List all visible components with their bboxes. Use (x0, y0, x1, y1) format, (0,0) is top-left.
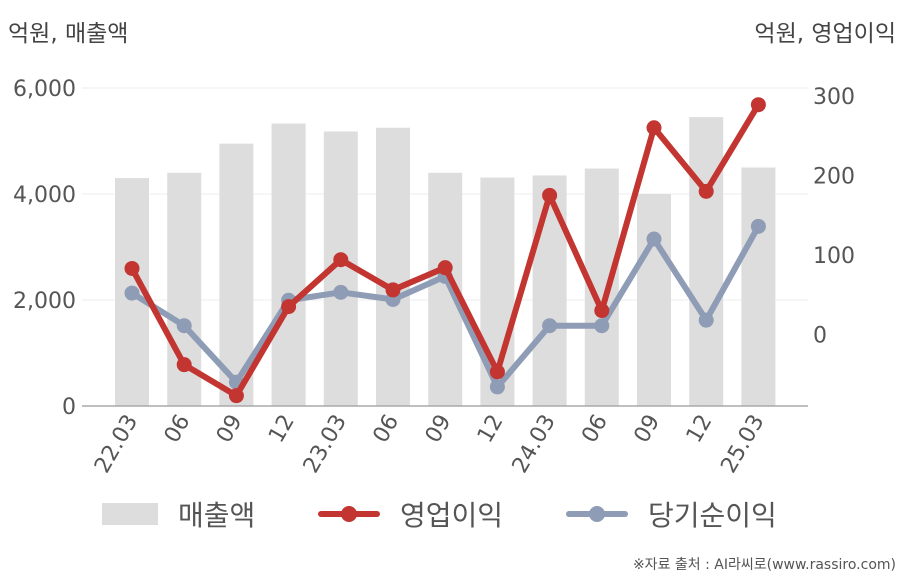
right-tick-label: 0 (813, 323, 827, 348)
legend-label-operating-profit: 영업이익 (400, 499, 504, 532)
left-tick-label: 2,000 (13, 289, 76, 314)
right-tick-label: 100 (813, 244, 855, 269)
net-income-point (542, 318, 558, 334)
revenue-bar (532, 175, 567, 406)
net-income-point (750, 218, 766, 234)
x-tick-label: 23.03 (299, 411, 352, 478)
operating-profit-point (333, 252, 349, 268)
profit-lines (124, 97, 766, 404)
source-credit: ※자료 출처 : AI라씨로(www.rassiro.com) (632, 557, 896, 573)
revenue-bar (637, 194, 671, 406)
legend-item-revenue: 매출액 (102, 492, 255, 536)
net-income-point (124, 285, 140, 301)
legend-item-net-income: 당기순이익 (566, 492, 777, 536)
net-income-point (489, 379, 505, 395)
operating-profit-point (124, 260, 140, 276)
legend: 매출액 영업이익 당기순이익 (0, 492, 908, 536)
x-tick-label: 24.03 (508, 411, 561, 478)
operating-profit-point (542, 187, 558, 203)
operating-profit-point (281, 299, 297, 315)
x-tick-label: 09 (212, 411, 248, 448)
operating-profit-point (437, 260, 453, 276)
legend-swatch-revenue (102, 503, 158, 525)
x-tick-label: 06 (577, 411, 613, 448)
net-income-point (176, 318, 192, 334)
operating-profit-point (594, 303, 610, 319)
revenue-bar (271, 123, 306, 406)
x-tick-label: 09 (630, 411, 666, 448)
legend-label-revenue: 매출액 (178, 499, 256, 532)
revenue-bar (741, 167, 776, 406)
operating-profit-point (646, 120, 662, 136)
x-tick-label: 09 (421, 411, 457, 448)
legend-swatch-net-income (566, 503, 628, 525)
x-tick-label: 25.03 (716, 411, 769, 478)
x-tick-label: 06 (369, 411, 405, 448)
x-tick-label: 12 (473, 411, 509, 448)
left-tick-label: 4,000 (13, 183, 76, 208)
operating-profit-point (750, 97, 766, 113)
right-tick-label: 300 (813, 85, 855, 110)
right-tick-label: 200 (813, 164, 855, 189)
x-tick-label: 12 (682, 411, 718, 448)
operating-profit-point (385, 282, 401, 298)
revenue-bar (376, 127, 410, 406)
legend-label-net-income: 당기순이익 (648, 499, 777, 532)
right-axis-unit: 억원, 영업이익 (754, 21, 896, 47)
left-axis-unit: 억원, 매출액 (8, 21, 129, 47)
revenue-bar (689, 117, 724, 407)
operating-profit-point (228, 388, 244, 404)
net-income-point (698, 312, 714, 328)
legend-item-operating-profit: 영업이익 (318, 492, 503, 536)
operating-profit-point (176, 357, 192, 373)
x-tick-label: 06 (160, 411, 196, 448)
legend-swatch-operating-profit (318, 503, 380, 525)
operating-profit-point (698, 183, 714, 199)
x-tick-label: 22.03 (90, 411, 143, 478)
net-income-point (333, 284, 349, 300)
x-tick-label: 12 (264, 411, 300, 448)
net-income-point (594, 318, 610, 334)
left-tick-label: 0 (62, 395, 76, 420)
net-income-point (646, 231, 662, 247)
operating-profit-point (489, 364, 505, 380)
left-tick-label: 6,000 (13, 77, 76, 102)
